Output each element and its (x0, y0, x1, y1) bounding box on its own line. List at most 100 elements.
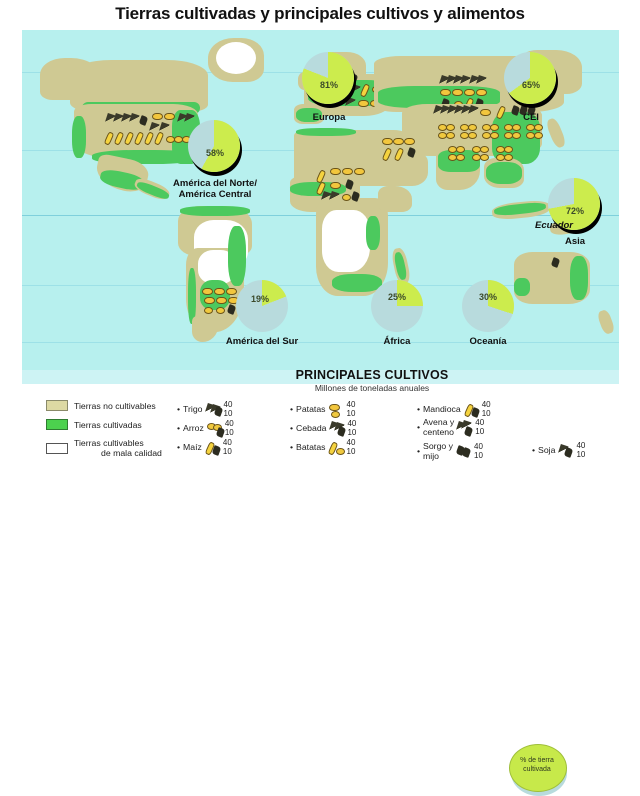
key-circle-line2: cultivada (523, 766, 551, 773)
pie-america-norte-label: América del Norte/ América Central (135, 178, 295, 200)
legend-crop-soja-low: 10 (576, 449, 586, 459)
legend-crop-maiz-label: Maíz (183, 441, 202, 452)
legend-crop-patatas: • Patatas 40 10 (290, 400, 356, 418)
legend-crop-patatas-high: 40 (346, 400, 356, 409)
legend-crop-soja-label: Soja (538, 444, 556, 455)
cultivated-south-africa (332, 274, 382, 292)
bullet-icon: • (290, 403, 294, 414)
pie-cei: 65% (502, 50, 560, 112)
bullet-icon: • (177, 441, 181, 452)
swatch-poor-quality-icon (46, 442, 68, 454)
america-norte-line1: América del Norte/ (173, 178, 257, 189)
cultivated-usa-west (72, 116, 86, 158)
crop-cluster-north-america (103, 112, 195, 154)
legend-top-band (22, 370, 619, 384)
legend-crop-batatas-low: 10 (346, 446, 356, 456)
cultivated-east-africa (366, 216, 380, 250)
legend-crop-arroz-label: Arroz (183, 422, 204, 433)
barley-icon (328, 420, 347, 437)
bullet-icon: • (177, 422, 181, 433)
pie-oceania-value: 30% (478, 292, 497, 302)
legend-crop-avena-centeno: • Avena y centeno 40 10 (417, 417, 485, 437)
cultivated-sa-north-coast (180, 206, 250, 216)
legend-panel: PRINCIPALES CULTIVOS Millones de tonelad… (22, 368, 619, 796)
legend-crop-soja-high: 40 (576, 441, 586, 450)
legend-crop-sorgo-mijo: • Sorgo y mijo 40 10 (417, 441, 483, 461)
rice-icon (206, 421, 226, 438)
bullet-icon: • (290, 422, 294, 433)
legend-crop-patatas-label: Patatas (296, 403, 326, 414)
soy-icon (557, 443, 574, 459)
legend-crop-avena-label2: centeno (423, 426, 454, 437)
legend-crop-sorgo-high: 40 (474, 442, 483, 451)
crop-cluster-africa (315, 168, 388, 204)
legend-land-type-2: Tierras cultivables de mala calidad (46, 438, 162, 458)
legend-crop-trigo-high: 40 (223, 400, 233, 409)
legend-crop-trigo-low: 10 (223, 408, 233, 418)
wheat-icon (204, 402, 223, 418)
legend-crop-maiz-low: 10 (222, 446, 232, 456)
legend-crop-arroz-low: 10 (224, 427, 234, 437)
legend-crop-avena-high: 40 (475, 418, 485, 427)
cultivated-north-africa-coast (296, 128, 356, 136)
poor-land-congo (322, 210, 370, 272)
legend-land-type-1: Tierras cultivadas (46, 419, 142, 431)
pie-cei-value: 65% (521, 80, 540, 90)
legend-crop-cebada-high: 40 (347, 419, 357, 428)
legend-crop-batatas-label: Batatas (296, 441, 326, 452)
crop-cluster-australia (550, 257, 576, 274)
pie-oceania: 30% (462, 280, 518, 336)
legend-crop-mandioca-label: Mandioca (423, 403, 461, 414)
legend-crop-sorgo-low: 10 (474, 450, 483, 460)
pie-africa-label: África (383, 336, 411, 347)
pie-asia-label: Asia (564, 236, 586, 247)
legend-land-type-2-label2: de mala calidad (101, 448, 162, 458)
legend-land-type-0: Tierras no cultivables (46, 400, 156, 412)
legend-crop-arroz: • Arroz 40 10 (177, 419, 234, 438)
bullet-icon: • (417, 421, 421, 432)
poor-land-greenland (216, 42, 256, 74)
sweet-potato-icon (327, 440, 345, 456)
legend-crop-mandioca: • Mandioca 40 10 (417, 400, 491, 418)
pie-america-sur: 19% (236, 280, 292, 336)
legend-land-type-1-label: Tierras cultivadas (74, 419, 142, 430)
cultivated-iberia (296, 108, 322, 122)
legend-crop-batatas: • Batatas 40 10 (290, 438, 356, 456)
crop-cluster-middle-east (381, 138, 422, 162)
swatch-uncultivable-icon (46, 400, 68, 412)
pie-oceania-label: Oceanía (469, 336, 507, 347)
pie-cei-label: CEI (523, 112, 539, 123)
america-norte-line2: América Central (178, 189, 252, 200)
legend-crop-avena-label: Avena y (423, 417, 455, 427)
key-circle-line1: % de tierra (520, 757, 554, 764)
sorghum-millet-icon (455, 444, 472, 460)
legend-crop-sorgo-label: Sorgo y (423, 441, 453, 451)
pie-america-sur-value: 19% (250, 294, 269, 304)
infographic-root: Tierras cultivadas y principales cultivo… (22, 4, 619, 796)
pie-africa: 25% (371, 280, 427, 336)
cultivated-australia-east (570, 256, 588, 300)
legend-crop-batatas-high: 40 (346, 438, 356, 447)
pie-asia-value: 72% (565, 206, 584, 216)
legend-crop-mandioca-low: 10 (481, 408, 491, 418)
cultivated-sa-pampa (200, 280, 230, 310)
oats-rye-icon (455, 419, 474, 437)
maize-icon (204, 440, 222, 456)
legend-land-type-0-label: Tierras no cultivables (74, 400, 156, 411)
bullet-icon: • (177, 403, 181, 414)
landmass-new-zealand (596, 308, 616, 336)
pie-africa-value: 25% (387, 292, 406, 302)
landmass-horn-of-africa (378, 186, 412, 212)
bullet-icon: • (532, 444, 536, 455)
crop-cluster-south-america (202, 288, 252, 318)
world-map: 81% Europa 58% América del Norte/ Améric… (22, 30, 619, 370)
bullet-icon: • (417, 445, 421, 456)
legend-crop-trigo: • Trigo 40 10 (177, 400, 233, 418)
legend-crop-sorgo-label2: mijo (423, 450, 439, 461)
pie-america-sur-label: América del Sur (225, 336, 299, 347)
legend-crop-trigo-label: Trigo (183, 403, 203, 414)
pie-europa-value: 81% (319, 80, 338, 90)
pie-america-norte-value: 58% (205, 148, 224, 158)
legend-crop-cebada: • Cebada 40 10 (290, 419, 357, 437)
equator-label: Ecuador (535, 220, 574, 231)
